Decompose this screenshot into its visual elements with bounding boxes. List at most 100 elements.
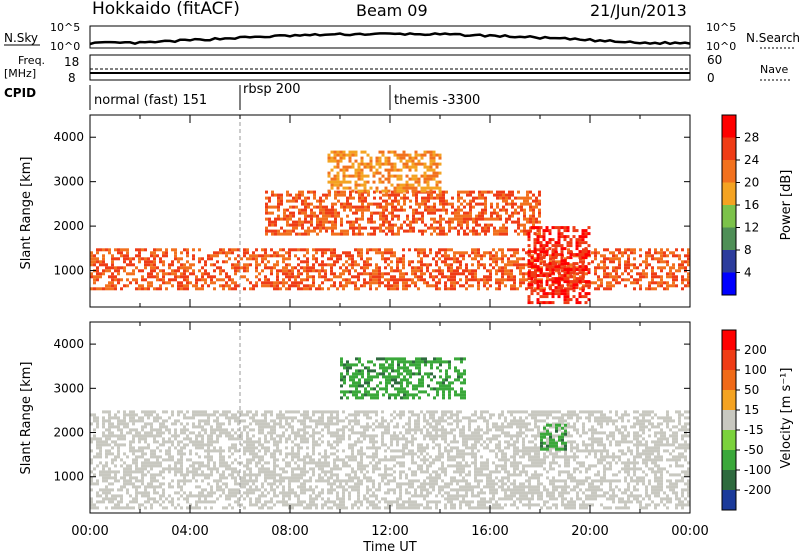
cpid-label: CPID: [4, 86, 36, 100]
velocity-cell: [360, 452, 363, 456]
power-cell: [363, 183, 367, 187]
power-cell: [351, 281, 354, 285]
power-cell: [111, 275, 114, 279]
power-cell: [578, 235, 582, 239]
power-cell: [530, 262, 534, 266]
power-cell: [417, 278, 420, 282]
power-cell: [354, 269, 357, 273]
velocity-cell: [231, 443, 234, 447]
power-cell: [427, 190, 430, 194]
power-cell: [355, 232, 358, 236]
power-cell: [457, 196, 460, 200]
power-cell: [390, 260, 393, 264]
power-cell: [651, 275, 654, 279]
power-cell: [648, 248, 651, 252]
power-cell: [268, 199, 271, 203]
power-cell: [102, 257, 105, 261]
power-cell: [141, 284, 144, 288]
velocity-cell: [177, 491, 180, 495]
power-cell: [420, 269, 423, 273]
power-cell: [201, 284, 204, 288]
power-cell: [388, 193, 391, 197]
power-cell: [536, 241, 540, 245]
power-cell: [264, 251, 267, 255]
power-cell: [405, 278, 408, 282]
power-cell: [240, 275, 243, 279]
velocity-cell: [258, 425, 261, 429]
power-cell: [584, 253, 588, 257]
velocity-cell: [369, 440, 372, 444]
power-cell: [378, 275, 381, 279]
power-cell: [557, 229, 561, 233]
velocity-cell: [411, 452, 414, 456]
power-cell: [445, 211, 448, 215]
velocity-cell: [132, 446, 135, 450]
power-cell: [492, 254, 495, 258]
velocity-cell: [267, 491, 270, 495]
velocity-cell: [369, 488, 372, 492]
velocity-cell: [105, 491, 108, 495]
velocity-cell: [210, 413, 213, 417]
velocity-cell: [237, 491, 240, 495]
power-cell: [387, 174, 391, 178]
velocity-cell: [213, 467, 216, 471]
velocity-cell: [141, 479, 144, 483]
power-cell: [370, 217, 373, 221]
power-cell: [684, 284, 687, 288]
power-cell: [426, 165, 430, 169]
velocity-cell: [324, 470, 327, 474]
power-cell: [351, 174, 355, 178]
velocity-cell: [390, 503, 393, 507]
velocity-cell: [282, 485, 285, 489]
velocity-cell: [300, 434, 303, 438]
power-cell: [192, 248, 195, 252]
power-cell: [513, 260, 516, 264]
power-cell: [364, 196, 367, 200]
power-cell: [382, 220, 385, 224]
velocity-cell: [393, 425, 396, 429]
velocity-cell: [111, 470, 114, 474]
power-cell: [372, 171, 376, 175]
power-cell: [444, 260, 447, 264]
power-cell: [333, 177, 337, 181]
velocity-cell: [105, 437, 108, 441]
power-cell: [466, 220, 469, 224]
velocity-cell: [384, 470, 387, 474]
power-cell: [171, 284, 174, 288]
velocity-cell: [330, 446, 333, 450]
power-cell: [412, 226, 415, 230]
power-cell: [523, 217, 526, 221]
power-cell: [533, 280, 537, 284]
velocity-cell: [330, 452, 333, 456]
power-cell: [499, 190, 502, 194]
power-cell: [384, 162, 388, 166]
power-cell: [462, 251, 465, 255]
power-cell: [445, 220, 448, 224]
power-cell: [291, 248, 294, 252]
velocity-cell: [396, 482, 399, 486]
power-cell: [477, 251, 480, 255]
power-cell: [534, 263, 537, 267]
power-cell: [390, 162, 394, 166]
power-cell: [333, 180, 337, 184]
velocity-cell: [96, 446, 99, 450]
velocity-cell: [177, 479, 180, 483]
power-cell: [499, 232, 502, 236]
velocity-cell: [111, 482, 114, 486]
power-cell: [267, 278, 270, 282]
velocity-cell: [159, 455, 162, 459]
power-cell: [399, 168, 403, 172]
velocity-cell: [303, 464, 306, 468]
power-cell: [304, 229, 307, 233]
velocity-cell: [264, 452, 267, 456]
power-cell: [566, 271, 570, 275]
power-cell: [375, 263, 378, 267]
velocity-cell: [225, 464, 228, 468]
power-cell: [519, 281, 522, 285]
velocity-cell: [387, 488, 390, 492]
velocity-cell: [162, 476, 165, 480]
velocity-cell: [303, 500, 306, 504]
velocity-cell: [192, 464, 195, 468]
velocity-cell: [309, 503, 312, 507]
power-colorbar-tick-label: 28: [744, 131, 759, 145]
